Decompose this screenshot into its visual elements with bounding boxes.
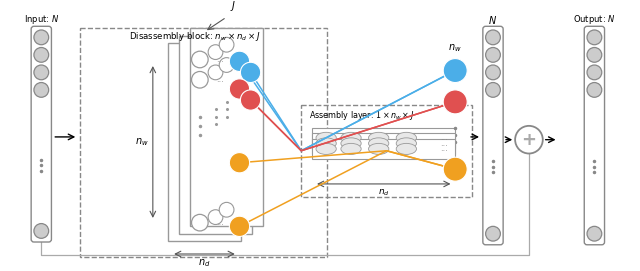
FancyBboxPatch shape (483, 26, 503, 245)
Bar (312, 128, 455, 148)
Bar (168, 43, 241, 241)
Bar (80, 28, 327, 257)
Text: $n_w$: $n_w$ (449, 42, 462, 54)
Circle shape (486, 30, 500, 45)
Circle shape (486, 65, 500, 80)
Circle shape (444, 157, 467, 181)
Text: $n_d$: $n_d$ (378, 188, 390, 198)
Text: ...: ... (216, 218, 224, 227)
Text: ...: ... (440, 144, 448, 153)
Ellipse shape (341, 143, 361, 154)
Circle shape (208, 45, 223, 60)
Circle shape (587, 83, 602, 97)
Circle shape (229, 79, 250, 99)
FancyBboxPatch shape (31, 26, 51, 242)
Circle shape (241, 62, 260, 83)
Text: $J$: $J$ (230, 0, 236, 13)
Circle shape (229, 51, 250, 72)
Text: Input: $N$: Input: $N$ (24, 13, 59, 26)
Circle shape (220, 58, 234, 72)
Ellipse shape (369, 143, 389, 154)
Text: Assembly layer: $1 \times n_w \times J$: Assembly layer: $1 \times n_w \times J$ (308, 109, 414, 122)
Circle shape (229, 153, 250, 173)
Text: $N$: $N$ (488, 14, 497, 26)
Circle shape (241, 90, 260, 110)
Bar (179, 36, 252, 234)
Circle shape (34, 83, 49, 97)
Ellipse shape (396, 132, 417, 143)
Circle shape (220, 202, 234, 217)
Circle shape (191, 51, 208, 68)
Ellipse shape (316, 132, 336, 143)
Ellipse shape (341, 138, 361, 149)
Circle shape (34, 65, 49, 80)
Text: ...: ... (440, 139, 448, 148)
Circle shape (515, 126, 543, 153)
Circle shape (208, 65, 223, 80)
Circle shape (587, 65, 602, 80)
Ellipse shape (369, 138, 389, 149)
Circle shape (34, 224, 49, 238)
Ellipse shape (396, 143, 417, 154)
Ellipse shape (369, 132, 389, 143)
Circle shape (486, 47, 500, 62)
Circle shape (444, 90, 467, 114)
FancyBboxPatch shape (584, 26, 605, 245)
Ellipse shape (341, 132, 361, 143)
Bar (189, 28, 264, 226)
Text: +: + (522, 131, 536, 149)
Circle shape (587, 30, 602, 45)
Bar (312, 139, 455, 159)
Bar (301, 105, 472, 197)
Ellipse shape (396, 138, 417, 149)
Circle shape (191, 214, 208, 231)
Text: ...: ... (216, 55, 224, 64)
Circle shape (486, 83, 500, 97)
Circle shape (191, 72, 208, 88)
Circle shape (229, 216, 250, 237)
Circle shape (587, 47, 602, 62)
Text: ...: ... (216, 75, 224, 84)
Text: $n_d$: $n_d$ (198, 258, 211, 269)
Circle shape (486, 226, 500, 241)
Circle shape (444, 59, 467, 83)
Circle shape (34, 30, 49, 45)
Ellipse shape (316, 138, 336, 149)
Text: Output: $N$: Output: $N$ (573, 13, 616, 26)
Text: $n_w$: $n_w$ (136, 136, 149, 148)
Circle shape (34, 47, 49, 62)
Circle shape (220, 37, 234, 52)
Circle shape (587, 226, 602, 241)
Ellipse shape (316, 143, 336, 154)
Text: Disassembly block: $n_w \times n_d \times J$: Disassembly block: $n_w \times n_d \time… (129, 30, 260, 43)
Text: ...: ... (440, 133, 448, 142)
Circle shape (208, 210, 223, 224)
Bar (312, 133, 455, 153)
